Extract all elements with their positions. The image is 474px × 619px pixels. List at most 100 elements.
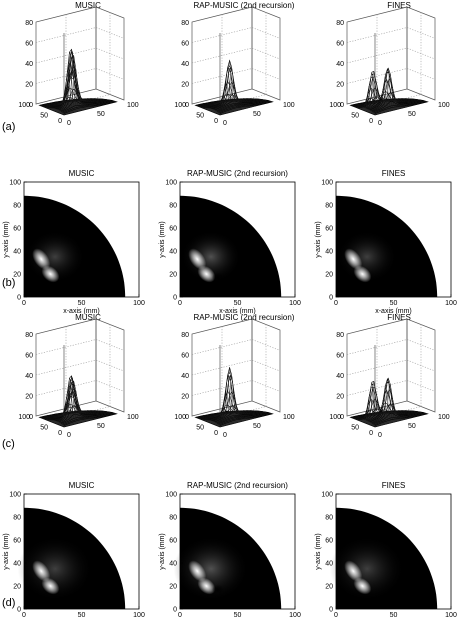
surface-mesh-line bbox=[253, 410, 267, 416]
panel-title: MUSIC bbox=[75, 1, 101, 10]
heatmap-halo bbox=[181, 230, 242, 283]
y-axis-label: y-axis (mm) bbox=[159, 221, 166, 258]
surface-mesh-line bbox=[262, 411, 271, 415]
z-tick-label: 0 bbox=[185, 414, 189, 421]
back-wall-right bbox=[406, 318, 436, 413]
x-tick-label: 0 bbox=[334, 612, 338, 619]
surface-mesh-line bbox=[402, 410, 418, 417]
axis-tick-label: 50 bbox=[408, 111, 416, 118]
y-tick-label: 0 bbox=[17, 295, 21, 302]
y-tick-label: 80 bbox=[13, 203, 21, 210]
surface-mesh-line bbox=[74, 411, 95, 419]
surface-mesh-line bbox=[365, 398, 390, 421]
axis-tick-label: 100 bbox=[127, 414, 139, 421]
grid-line bbox=[191, 27, 281, 43]
axis-tick-label: 50 bbox=[97, 423, 105, 430]
surface-mesh-line bbox=[63, 67, 87, 108]
surface-mesh-line bbox=[56, 63, 81, 109]
heatmap-halo bbox=[329, 536, 405, 602]
axis-tick-label: 0 bbox=[67, 120, 71, 127]
grid-line bbox=[346, 47, 436, 64]
surface-mesh-line bbox=[85, 410, 103, 418]
surface-mesh-line bbox=[396, 410, 414, 418]
z-tick-label: 0 bbox=[29, 414, 33, 421]
grid-line bbox=[191, 359, 281, 376]
surface-mesh-line bbox=[390, 98, 410, 106]
heatmap-hotspot bbox=[197, 265, 216, 283]
x-tick-label: 0 bbox=[22, 612, 26, 619]
surface-peak bbox=[372, 73, 374, 76]
surface-mesh-line bbox=[244, 98, 261, 105]
back-wall-right bbox=[95, 6, 125, 101]
grid-line bbox=[360, 94, 422, 110]
surface-mesh-line bbox=[79, 410, 99, 418]
surface-mesh-line bbox=[365, 87, 390, 109]
surface-mesh-line bbox=[268, 412, 273, 415]
axis-tick-label: 50 bbox=[40, 425, 48, 432]
heatmap-hotspot bbox=[344, 248, 363, 270]
surface-mesh-line bbox=[262, 99, 271, 103]
x-axis-label: x-axis (mm) bbox=[375, 308, 412, 315]
surface-mesh-line bbox=[367, 384, 392, 420]
z-tick-label: 60 bbox=[25, 353, 33, 360]
surface-mesh-line bbox=[405, 98, 420, 105]
surface-peak bbox=[70, 379, 72, 381]
axis-tick-label: 0 bbox=[223, 432, 227, 439]
grid-line bbox=[191, 339, 281, 355]
surface-mesh-line bbox=[63, 389, 87, 420]
panel-title: MUSIC bbox=[69, 169, 95, 178]
surface-mesh-line bbox=[356, 83, 382, 112]
surface-mesh-line bbox=[61, 380, 85, 420]
surface-mesh-line bbox=[396, 98, 414, 106]
y-tick-label: 60 bbox=[169, 538, 177, 545]
surface-mesh-line bbox=[88, 98, 105, 105]
back-wall-right bbox=[406, 6, 436, 101]
z-tick-label: 80 bbox=[25, 332, 33, 339]
surface-mesh-line bbox=[106, 411, 115, 415]
panel-title: FINES bbox=[387, 313, 411, 322]
surface-panel: RAP-MUSIC (2nd recursion) 0 20 40 60 80 100 50 0… bbox=[174, 313, 294, 439]
panel-title: RAP-MUSIC (2nd recursion) bbox=[187, 169, 288, 178]
heatmap-hotspot bbox=[32, 248, 51, 270]
surface-mesh-line bbox=[47, 405, 73, 423]
panel-title: RAP-MUSIC (2nd recursion) bbox=[187, 481, 288, 490]
y-tick-label: 20 bbox=[13, 584, 21, 591]
x-tick-label: 50 bbox=[234, 300, 242, 307]
panel-title: MUSIC bbox=[75, 313, 101, 322]
surface-peak bbox=[71, 383, 74, 385]
surface-mesh-line bbox=[257, 98, 269, 104]
surface-mesh-line bbox=[387, 411, 408, 418]
surface-mesh-line bbox=[247, 98, 263, 105]
y-tick-label: 40 bbox=[325, 249, 333, 256]
axis-tick-label: 50 bbox=[351, 425, 359, 432]
surface-mesh-line bbox=[402, 98, 418, 105]
axis-tick-label: 100 bbox=[174, 102, 186, 109]
y-axis-label: y-axis (mm) bbox=[315, 221, 322, 258]
axis-tick-label: 0 bbox=[378, 120, 382, 127]
axis-tick-label: 0 bbox=[223, 120, 227, 127]
grid-line bbox=[35, 380, 125, 396]
surface-mesh-line bbox=[88, 410, 105, 417]
surface-mesh-line bbox=[197, 416, 223, 425]
surface-mesh-line bbox=[195, 417, 221, 426]
surface-mesh-line bbox=[71, 411, 93, 419]
surface-mesh-line bbox=[232, 411, 253, 418]
axis-tick-label: 50 bbox=[40, 113, 48, 120]
surface-mesh-line bbox=[68, 408, 91, 419]
x-tick-label: 0 bbox=[22, 300, 26, 307]
axis-tick-label: 100 bbox=[438, 102, 450, 109]
heatmap-hotspot bbox=[188, 248, 207, 270]
surface-mesh-line bbox=[354, 406, 380, 425]
surface-mesh-line bbox=[350, 105, 376, 114]
surface-mesh-line bbox=[222, 92, 245, 107]
z-tick-label: 80 bbox=[25, 20, 33, 27]
surface-mesh-line bbox=[405, 410, 420, 417]
panel-title: FINES bbox=[382, 169, 406, 178]
y-tick-label: 100 bbox=[9, 180, 21, 187]
y-tick-label: 100 bbox=[321, 492, 333, 499]
z-tick-label: 20 bbox=[336, 82, 344, 89]
panel-title: RAP-MUSIC (2nd recursion) bbox=[194, 313, 295, 322]
